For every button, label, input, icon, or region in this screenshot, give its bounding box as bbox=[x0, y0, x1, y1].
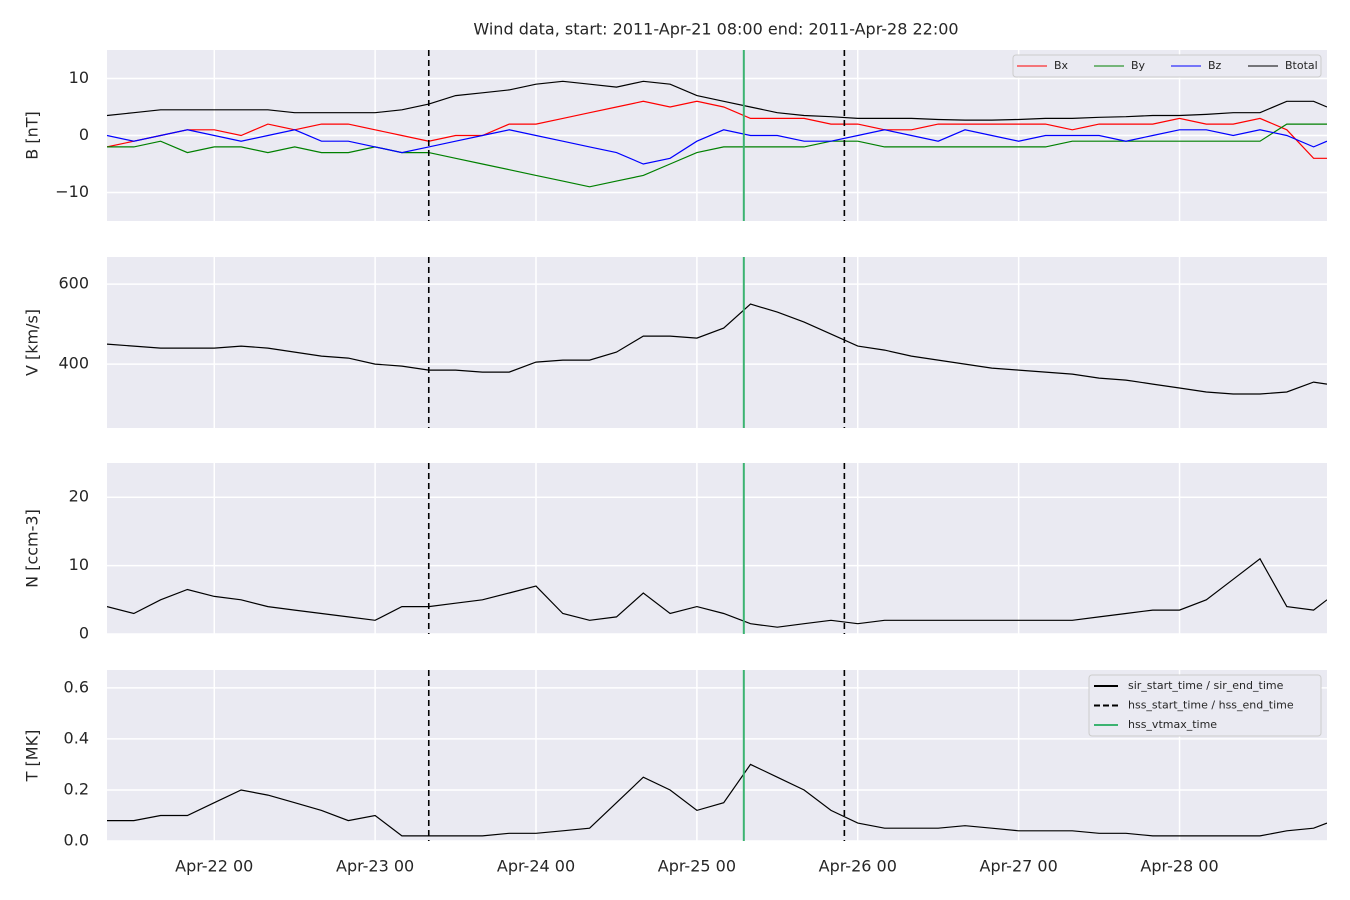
y-tick-label: 0.2 bbox=[64, 779, 89, 798]
y-tick-label: 0.4 bbox=[64, 728, 89, 747]
x-tick-label: Apr-22 00 bbox=[175, 857, 253, 876]
data-line bbox=[107, 303, 1327, 395]
y-tick-label: 10 bbox=[69, 555, 89, 574]
y-tick-label: 0 bbox=[79, 125, 89, 144]
data-line bbox=[107, 100, 1327, 159]
y-axis-label: N [ccm-3] bbox=[23, 509, 42, 588]
x-tick-label: Apr-24 00 bbox=[497, 857, 575, 876]
data-line bbox=[107, 129, 1327, 165]
data-line bbox=[107, 123, 1327, 188]
legend-label: Bx bbox=[1054, 59, 1069, 72]
data-line bbox=[107, 80, 1327, 121]
y-tick-label: 0.0 bbox=[64, 831, 89, 850]
plot-area bbox=[107, 557, 1327, 628]
x-tick-label: Apr-25 00 bbox=[658, 857, 736, 876]
legend-label: hss_start_time / hss_end_time bbox=[1128, 699, 1294, 712]
y-tick-label: 10 bbox=[69, 68, 89, 87]
x-tick-label: Apr-26 00 bbox=[819, 857, 897, 876]
y-tick-label: 20 bbox=[69, 487, 89, 506]
plot-area bbox=[107, 763, 1327, 837]
y-tick-label: 400 bbox=[58, 354, 89, 373]
legend-label: hss_vtmax_time bbox=[1128, 718, 1217, 731]
plot-background bbox=[107, 463, 1327, 634]
y-tick-label: 0 bbox=[79, 624, 89, 643]
y-axis-label: T [MK] bbox=[23, 730, 42, 783]
legend-label: By bbox=[1131, 59, 1146, 72]
y-tick-label: 0.6 bbox=[64, 677, 89, 696]
plot-area bbox=[107, 303, 1327, 395]
plot-background bbox=[107, 257, 1327, 428]
plot-area bbox=[107, 80, 1327, 188]
legend-label: Bz bbox=[1208, 59, 1222, 72]
data-line bbox=[107, 557, 1327, 628]
x-tick-label: Apr-28 00 bbox=[1140, 857, 1218, 876]
y-axis-label: V [km/s] bbox=[23, 309, 42, 376]
y-tick-label: 600 bbox=[58, 274, 89, 293]
legend-label: Btotal bbox=[1285, 59, 1318, 72]
legend-label: sir_start_time / sir_end_time bbox=[1128, 679, 1284, 692]
y-tick-label: −10 bbox=[55, 182, 89, 201]
x-tick-label: Apr-23 00 bbox=[336, 857, 414, 876]
y-axis-label: B [nT] bbox=[23, 111, 42, 159]
legend-box bbox=[1012, 54, 1322, 78]
x-tick-label: Apr-27 00 bbox=[980, 857, 1058, 876]
data-line bbox=[107, 763, 1327, 837]
legend-box bbox=[1088, 674, 1322, 737]
chart-title: Wind data, start: 2011-Apr-21 08:00 end:… bbox=[473, 20, 958, 39]
